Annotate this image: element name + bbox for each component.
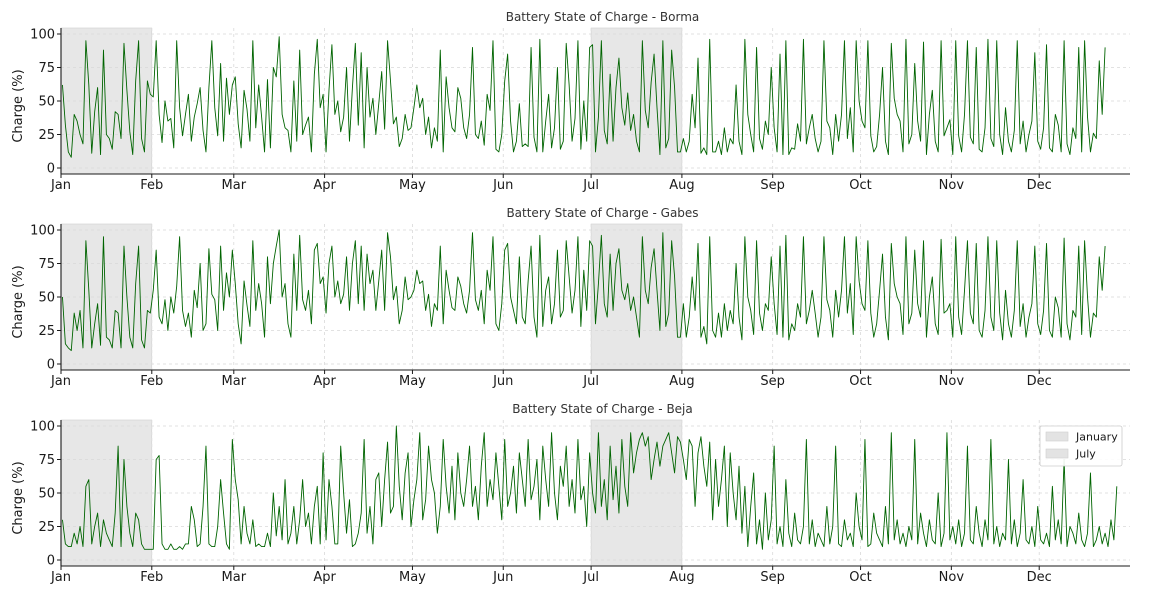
y-tick-label: 25 [38,128,55,143]
y-tick-label: 0 [47,554,55,569]
x-tick-label: Nov [939,374,965,389]
x-tick-label: Dec [1027,570,1052,585]
x-tick-label: Jun [492,374,513,389]
y-tick-label: 0 [47,358,55,373]
x-tick-label: Jan [50,570,71,585]
y-tick-label: 75 [38,257,55,272]
highlight-span-july [590,419,683,567]
x-tick-label: Jan [50,178,71,193]
x-tick-label: Aug [669,570,694,585]
x-tick-label: Apr [313,570,336,585]
x-tick-label: Mar [222,570,247,585]
x-tick-label: Nov [939,570,965,585]
y-axis-label: Charge (%) [11,461,26,534]
x-tick-label: Feb [140,570,163,585]
legend-label-july: July [1075,448,1096,461]
y-axis-label: Charge (%) [11,265,26,338]
y-tick-label: 25 [38,324,55,339]
x-tick-label: Mar [222,374,247,389]
series-line-charge [62,36,1106,158]
y-tick-label: 100 [30,420,55,435]
x-tick-label: Jul [582,178,599,193]
chart-title: Battery State of Charge - Borma [506,10,700,24]
x-tick-label: Jun [492,570,513,585]
y-tick-label: 50 [38,487,55,502]
y-tick-label: 50 [38,95,55,110]
x-tick-label: Oct [849,374,871,389]
x-tick-label: Mar [222,178,247,193]
x-tick-label: Jul [582,570,599,585]
x-tick-label: May [399,374,426,389]
x-tick-label: Apr [313,374,336,389]
highlight-span-january [60,27,153,175]
highlight-span-january [60,223,153,371]
y-tick-label: 100 [30,28,55,43]
y-tick-label: 25 [38,520,55,535]
series-line-charge [62,229,1106,352]
x-tick-label: Dec [1027,178,1052,193]
series-line-charge [62,425,1118,550]
x-tick-label: Sep [760,374,785,389]
x-tick-label: Aug [669,178,694,193]
x-tick-label: Sep [760,570,785,585]
x-tick-label: May [399,570,426,585]
x-tick-label: Oct [849,570,871,585]
y-tick-label: 0 [47,162,55,177]
legend-swatch-july [1045,448,1069,459]
x-tick-label: Oct [849,178,871,193]
legend: January July [1039,425,1123,467]
x-tick-label: May [399,178,426,193]
chart-panel-1: 0 25 50 75 100 Jan Feb Mar Apr May Jun Jul Aug Sep Oct… [11,10,1130,193]
highlight-span-july [590,27,683,175]
legend-swatch-january [1045,431,1069,442]
y-tick-label: 75 [38,453,55,468]
y-tick-label: 75 [38,61,55,76]
y-tick-label: 100 [30,224,55,239]
chart-title: Battery State of Charge - Gabes [506,206,698,220]
chart-title: Battery State of Charge - Beja [512,402,693,416]
legend-label-january: January [1075,431,1118,444]
chart-panel-2: 0 25 50 75 100 Jan Feb Mar Apr May Jun Jul Aug Sep Oct… [11,206,1130,389]
x-tick-label: Feb [140,178,163,193]
x-tick-label: Feb [140,374,163,389]
y-tick-label: 50 [38,291,55,306]
x-tick-label: Jul [582,374,599,389]
x-tick-label: Jun [492,178,513,193]
x-tick-label: Jan [50,374,71,389]
chart-panel-3: 0 25 50 75 100 Jan Feb Mar Apr May Jun Jul Aug Sep Oct… [11,402,1130,585]
x-tick-label: Dec [1027,374,1052,389]
y-axis-label: Charge (%) [11,69,26,142]
x-tick-label: Sep [760,178,785,193]
x-tick-label: Nov [939,178,965,193]
x-tick-label: Aug [669,374,694,389]
x-tick-label: Apr [313,178,336,193]
